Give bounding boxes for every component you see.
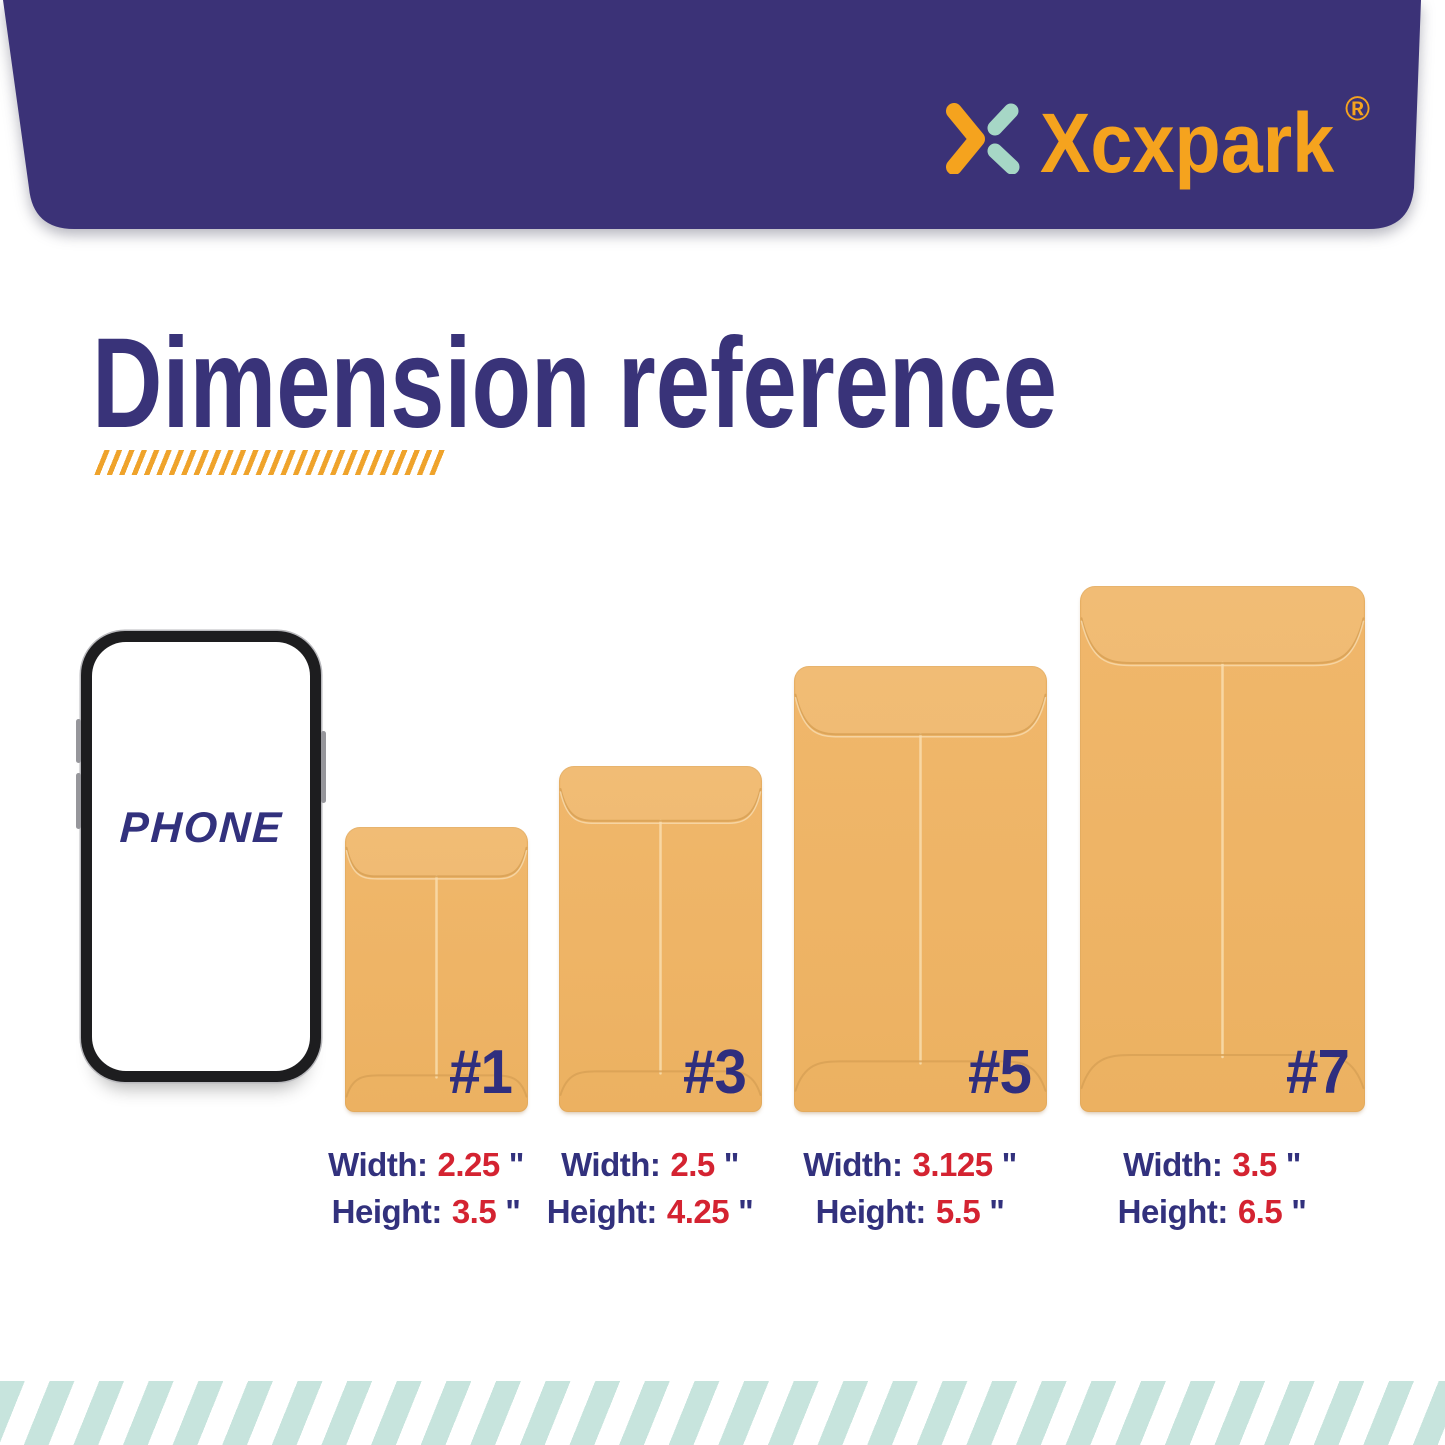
footer-stripe-bar — [0, 1381, 1445, 1445]
height-value: 6.5 — [1237, 1193, 1283, 1230]
registered-trademark-symbol: ® — [1345, 90, 1371, 128]
width-value: 3.125 — [912, 1146, 994, 1183]
inch-mark: " — [989, 1193, 1005, 1230]
height-label: Height: — [1117, 1193, 1229, 1230]
phone-power-button — [321, 731, 326, 803]
envelope-7: #7 — [1080, 586, 1365, 1112]
height-label: Height: — [546, 1193, 658, 1230]
height-label: Height: — [815, 1193, 927, 1230]
width-row: Width: 3.125 " — [770, 1141, 1050, 1188]
envelope-1: #1 — [345, 827, 528, 1112]
phone-volume-button — [76, 773, 81, 829]
envelope-creases — [794, 666, 1047, 1092]
envelope-creases — [345, 827, 528, 1098]
envelope-3-dimensions: Width: 2.5 " Height: 4.25 " — [510, 1141, 790, 1235]
width-value: 2.25 — [437, 1146, 500, 1183]
envelope-creases — [1080, 586, 1365, 1090]
height-value: 5.5 — [935, 1193, 981, 1230]
width-value: 2.5 — [670, 1146, 715, 1183]
inch-mark: " — [1285, 1146, 1302, 1183]
phone-label: PHONE — [118, 804, 284, 852]
page-title: Dimension reference — [92, 312, 1057, 455]
height-value: 3.5 — [451, 1193, 497, 1230]
width-row: Width: 3.5 " — [1072, 1141, 1352, 1188]
inch-mark: " — [505, 1193, 521, 1230]
inch-mark: " — [1001, 1146, 1018, 1183]
height-row: Height: 6.5 " — [1072, 1188, 1352, 1235]
inch-mark: " — [723, 1146, 740, 1183]
height-label: Height: — [331, 1193, 443, 1230]
inch-mark: " — [738, 1193, 754, 1230]
header-banner — [3, 0, 1421, 229]
width-label: Width: — [803, 1146, 903, 1183]
envelope-5-dimensions: Width: 3.125 " Height: 5.5 " — [770, 1141, 1050, 1235]
inch-mark: " — [1291, 1193, 1307, 1230]
envelope-7-dimensions: Width: 3.5 " Height: 6.5 " — [1072, 1141, 1352, 1235]
height-row: Height: 3.5 " — [286, 1188, 566, 1235]
width-label: Width: — [1123, 1146, 1223, 1183]
envelope-creases — [559, 766, 762, 1096]
width-row: Width: 2.25 " — [286, 1141, 566, 1188]
inch-mark: " — [508, 1146, 525, 1183]
envelope-1-dimensions: Width: 2.25 " Height: 3.5 " — [286, 1141, 566, 1235]
width-value: 3.5 — [1232, 1146, 1277, 1183]
envelope-size-label: #5 — [968, 1038, 1032, 1107]
envelope-3: #3 — [559, 766, 762, 1112]
width-label: Width: — [561, 1146, 661, 1183]
height-row: Height: 5.5 " — [770, 1188, 1050, 1235]
brand-name: Xcxpark — [1040, 96, 1335, 190]
brand-x-icon — [946, 103, 1020, 174]
width-row: Width: 2.5 " — [510, 1141, 790, 1188]
envelope-5: #5 — [794, 666, 1047, 1112]
height-row: Height: 4.25 " — [510, 1188, 790, 1235]
phone-volume-button — [76, 719, 81, 763]
envelope-size-label: #3 — [683, 1038, 747, 1107]
phone-illustration: PHONE — [76, 631, 326, 1082]
phone-screen: PHONE — [92, 642, 310, 1071]
envelope-size-label: #1 — [449, 1038, 513, 1107]
envelope-size-label: #7 — [1286, 1038, 1350, 1107]
title-underline-hatch — [92, 450, 448, 475]
brand-logo: Xcxpark ® — [0, 0, 1445, 245]
page-title-svg: Dimension reference — [92, 312, 1057, 455]
height-value: 4.25 — [666, 1193, 730, 1230]
width-label: Width: — [328, 1146, 428, 1183]
